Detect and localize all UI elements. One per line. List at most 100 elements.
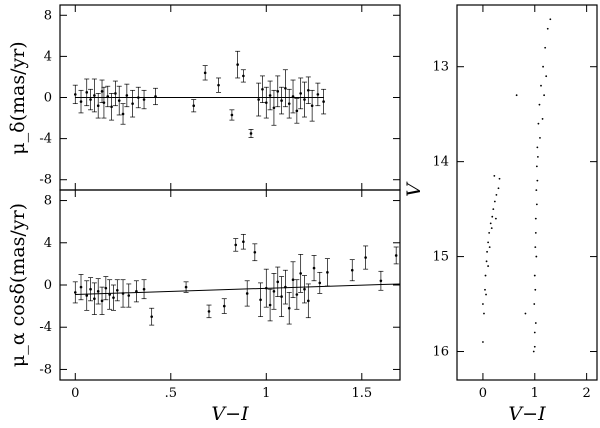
- data-point: [545, 75, 548, 78]
- x-tick-label: 0: [71, 386, 79, 401]
- data-point: [127, 294, 131, 297]
- data-point: [257, 98, 260, 101]
- data-point: [488, 231, 491, 234]
- data-point: [310, 104, 314, 108]
- cmd-ylabel: V: [403, 181, 425, 197]
- data-point: [89, 287, 92, 291]
- y-tick-label: 0: [44, 91, 52, 106]
- data-point: [203, 71, 207, 75]
- data-point: [537, 122, 540, 125]
- data-point: [534, 217, 537, 220]
- data-point: [494, 217, 497, 220]
- data-point: [379, 279, 383, 283]
- data-point: [536, 146, 539, 149]
- data-point: [96, 104, 100, 108]
- data-point: [497, 187, 500, 190]
- data-point: [540, 84, 542, 87]
- data-point: [535, 189, 538, 192]
- data-point: [533, 345, 536, 348]
- data-point: [79, 285, 83, 289]
- data-point: [230, 113, 234, 117]
- data-point: [264, 101, 268, 104]
- data-point: [261, 87, 264, 91]
- data-point: [487, 265, 490, 267]
- data-point: [242, 74, 245, 78]
- data-point: [249, 132, 253, 135]
- data-point: [542, 65, 544, 68]
- cmd-plot-frame: [456, 4, 598, 381]
- data-point: [272, 106, 276, 110]
- data-point: [100, 90, 104, 93]
- mu-alpha-ylabel: μ_α cosδ(mas/yr): [7, 203, 29, 367]
- data-point: [114, 92, 117, 95]
- cmd-xlabel: V−I: [508, 403, 546, 425]
- fit-line: [75, 283, 401, 295]
- data-point: [533, 303, 536, 305]
- data-point: [100, 299, 104, 303]
- data-point: [488, 246, 491, 248]
- data-point: [117, 99, 121, 102]
- data-point: [299, 272, 302, 275]
- data-point: [102, 101, 106, 104]
- data-point: [217, 83, 220, 87]
- data-point: [93, 94, 96, 97]
- data-point: [284, 86, 287, 90]
- data-point: [535, 255, 538, 258]
- data-point: [242, 240, 245, 244]
- data-point: [245, 292, 249, 295]
- mu-delta-panel: -8 -4 0 4 8: [39, 4, 401, 191]
- data-point: [89, 98, 92, 101]
- data-point: [121, 112, 125, 116]
- data-point: [184, 285, 188, 289]
- y-tick-label: -4: [39, 132, 52, 147]
- data-point: [350, 268, 354, 272]
- data-point: [150, 315, 153, 318]
- data-point: [104, 286, 108, 290]
- y-tick-label: -8: [39, 362, 52, 377]
- data-point: [546, 27, 549, 30]
- data-point: [484, 288, 486, 291]
- mu-alpha-xlabel: V−I: [211, 403, 249, 425]
- y-tick-label: 8: [44, 8, 52, 23]
- data-point: [276, 90, 280, 93]
- data-point: [303, 287, 306, 291]
- data-point: [307, 89, 310, 92]
- data-point: [73, 93, 77, 96]
- data-point: [291, 278, 295, 282]
- data-point: [483, 312, 485, 315]
- data-point: [538, 103, 541, 106]
- data-point: [490, 227, 493, 230]
- data-point: [116, 288, 119, 292]
- data-point: [284, 285, 287, 289]
- y-tick-label: 4: [44, 236, 52, 251]
- data-point: [108, 293, 111, 296]
- data-point: [534, 288, 537, 291]
- data-point: [93, 297, 96, 301]
- y-tick-label: 13: [432, 60, 449, 75]
- data-point: [498, 177, 501, 180]
- data-point: [236, 63, 239, 66]
- data-point: [493, 200, 496, 203]
- data-point: [303, 98, 306, 101]
- data-point: [106, 95, 110, 98]
- data-point: [534, 246, 537, 248]
- data-point: [192, 104, 196, 108]
- data-point: [533, 274, 536, 277]
- data-point: [268, 303, 272, 307]
- y-tick-label: 8: [44, 194, 52, 209]
- data-point: [543, 94, 546, 97]
- data-point: [485, 260, 488, 263]
- data-point: [287, 306, 291, 310]
- data-point: [96, 290, 100, 293]
- data-point: [253, 250, 257, 254]
- x-tick-label: 0: [479, 386, 487, 401]
- y-tick-label: -8: [39, 173, 52, 188]
- x-tick-label: 1.5: [351, 386, 372, 401]
- data-point: [280, 295, 283, 298]
- data-point: [492, 208, 495, 211]
- data-point: [524, 312, 527, 315]
- data-point: [259, 298, 262, 302]
- mu-alpha-panel: 0 .5 1 1.5 -8 -4 0 4 8: [39, 189, 401, 401]
- data-point: [535, 165, 538, 168]
